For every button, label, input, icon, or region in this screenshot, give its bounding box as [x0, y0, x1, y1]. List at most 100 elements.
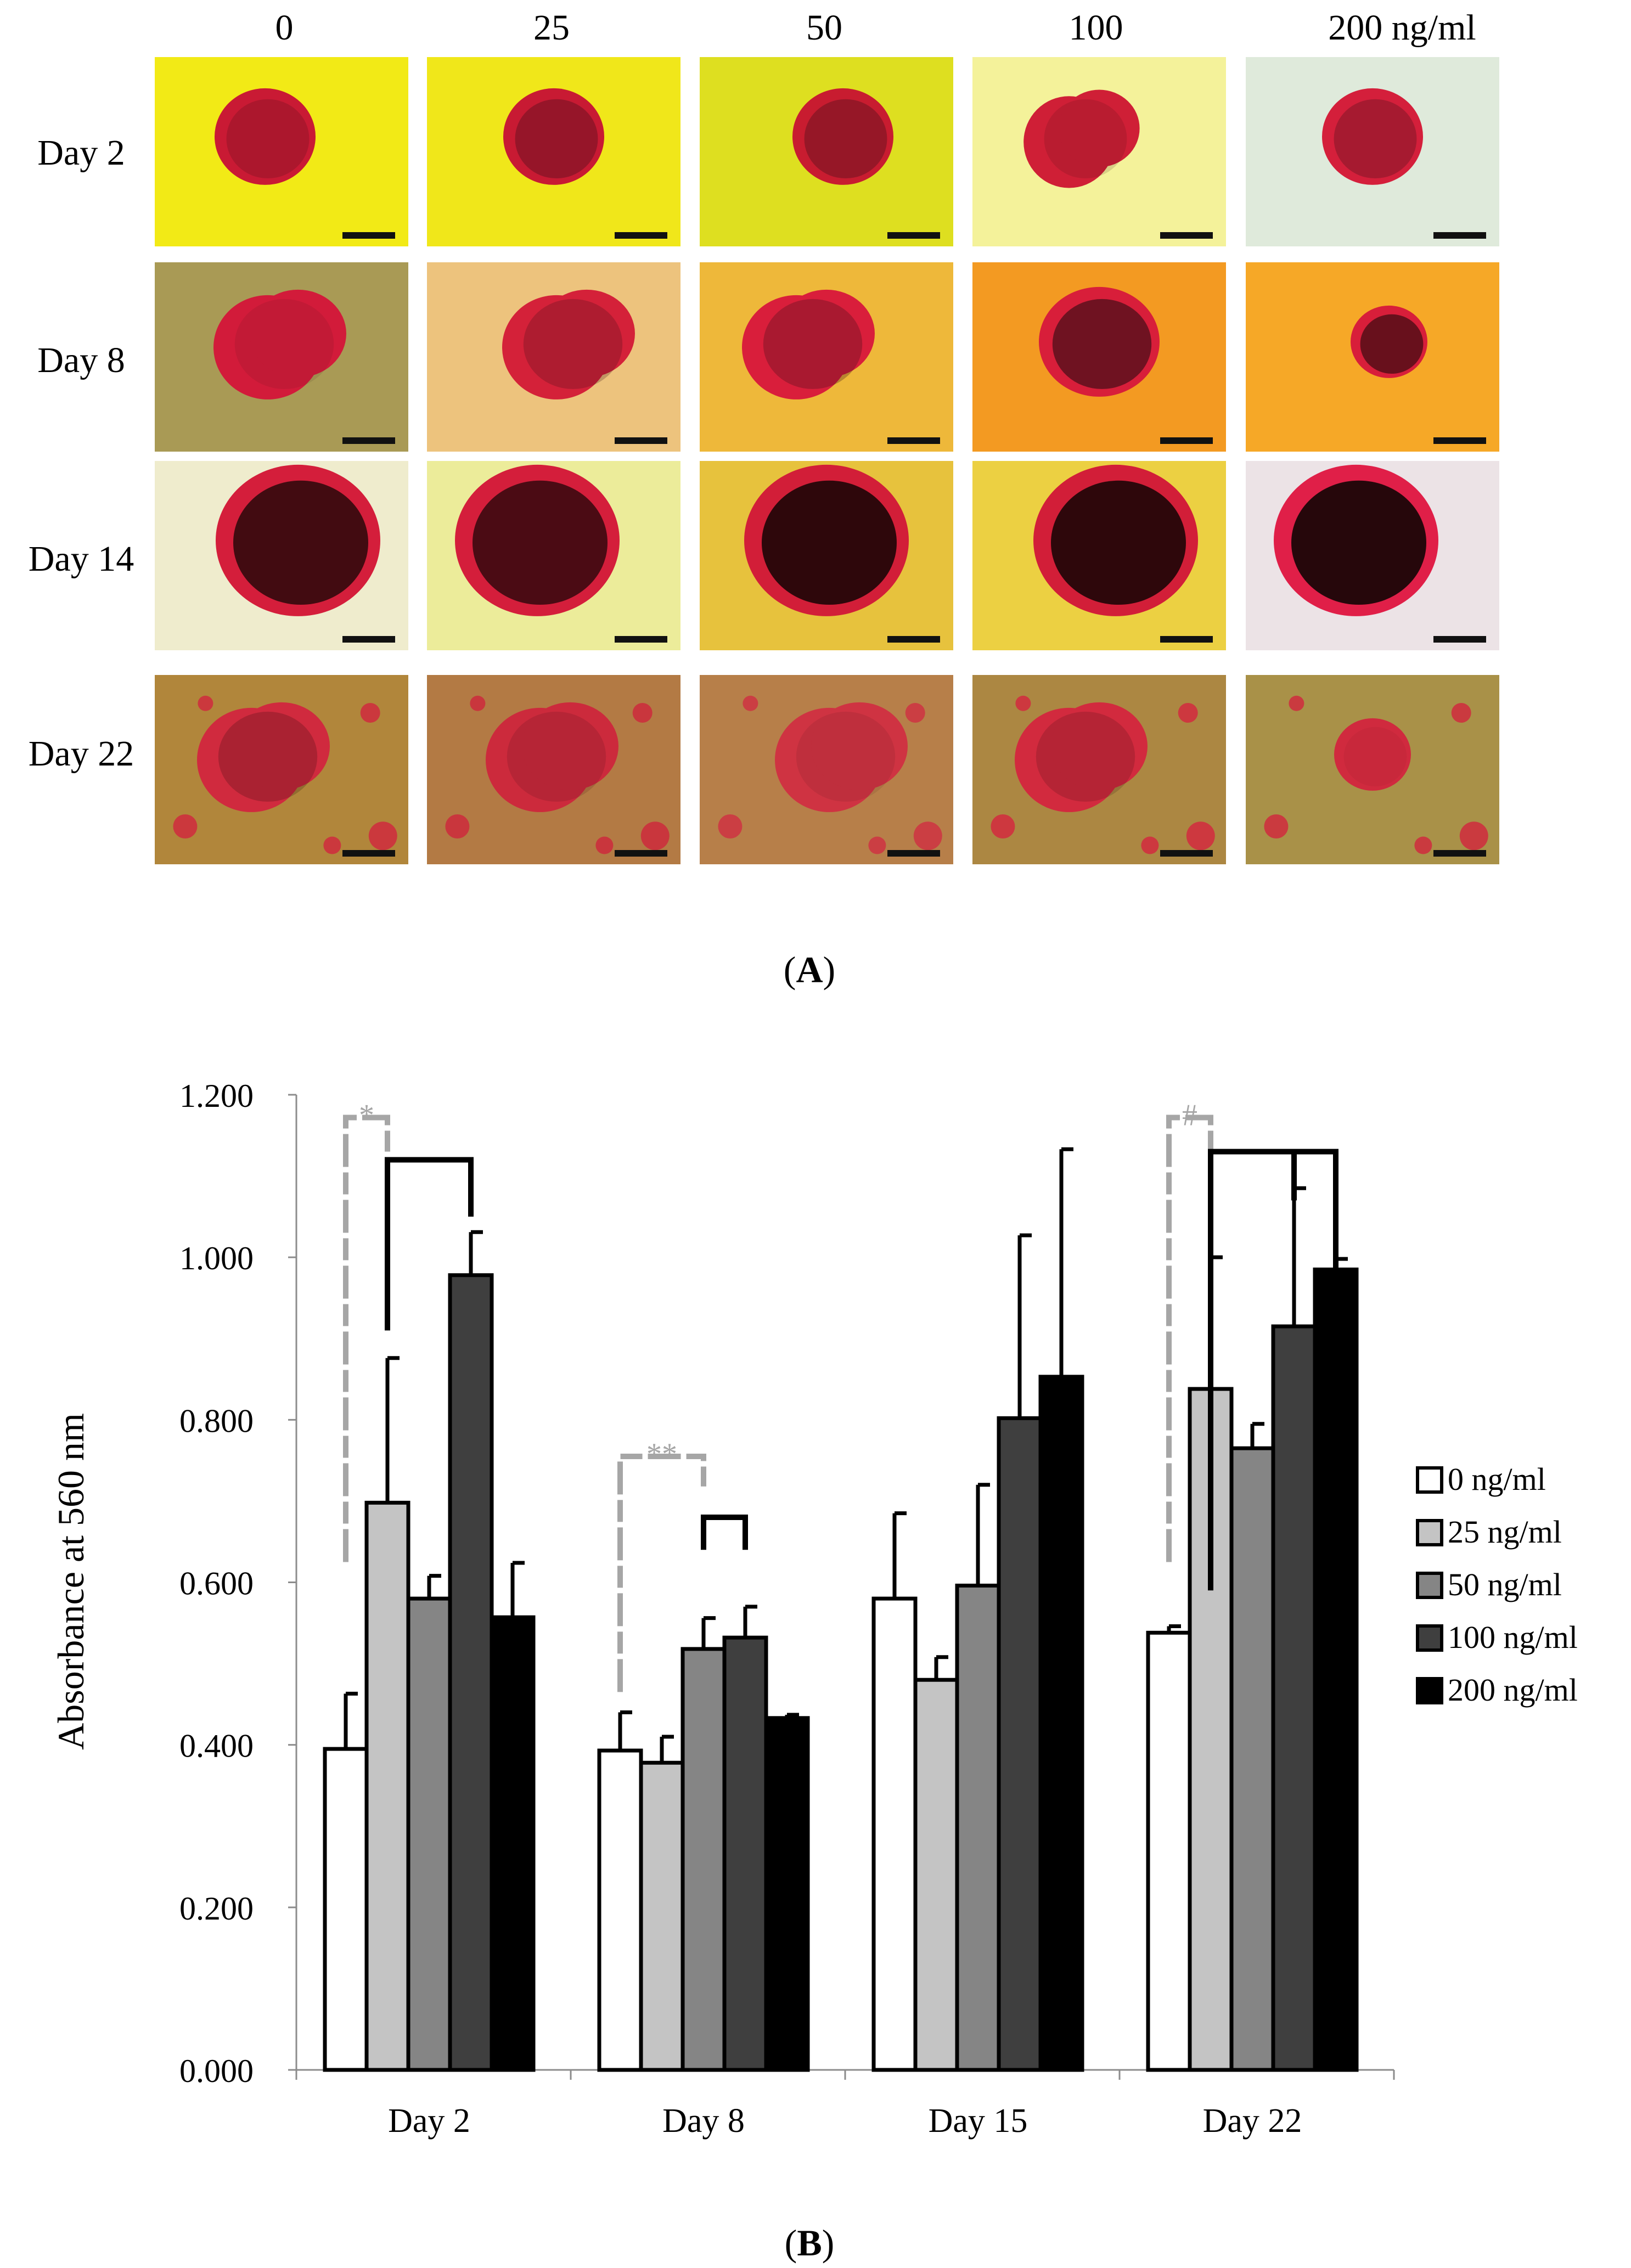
micrograph-tiles — [155, 57, 1499, 864]
y-axis-title: Absorbance at 560 nm — [50, 1413, 92, 1750]
bar — [597, 1748, 643, 2072]
spheroid-core — [1052, 299, 1152, 389]
bar — [913, 1678, 959, 2072]
bar — [406, 1596, 452, 2072]
bar — [364, 1500, 410, 2072]
legend-swatch — [1416, 1519, 1443, 1546]
stain-speck — [1451, 703, 1471, 723]
panel-b-label: (B) — [785, 2222, 835, 2264]
scale-bar — [1433, 850, 1486, 857]
micrograph-tile — [427, 675, 680, 864]
spheroid-core — [515, 99, 598, 179]
bars — [323, 1147, 1359, 2072]
scale-bar — [1433, 636, 1486, 643]
stain-speck — [595, 836, 614, 854]
scale-bar — [1433, 437, 1486, 444]
concentration-header: 50 — [806, 8, 842, 48]
bar — [680, 1647, 727, 2072]
legend: 0 ng/ml 25 ng/ml 50 ng/ml 100 ng/ml 200 ng/m… — [1416, 1461, 1578, 1708]
spheroid-core — [234, 299, 334, 389]
panel-a-micrograph-grid: 0 25 50 100 200 ng/ml Day 2 Day 8 Day 14… — [29, 8, 1499, 991]
stain-speck — [905, 703, 925, 723]
x-tick-label: Day 15 — [929, 2102, 1028, 2140]
spheroid-stain — [538, 289, 635, 378]
stain-speck — [173, 814, 198, 838]
bar — [1271, 1324, 1317, 2072]
micrograph-tile — [700, 675, 953, 864]
day-row-label: Day 22 — [29, 734, 134, 774]
micrograph-tile — [972, 262, 1226, 452]
bar — [639, 1760, 685, 2072]
significance-symbol: ** — [646, 1437, 677, 1471]
micrograph-tile — [972, 57, 1226, 246]
significance-bracket — [343, 1115, 390, 1562]
y-tick-label: 0.200 — [179, 1890, 254, 1927]
micrograph-tile — [155, 461, 408, 650]
micrograph-tile — [972, 675, 1226, 864]
bar — [871, 1596, 918, 2072]
legend-label: 50 ng/ml — [1448, 1567, 1562, 1602]
stain-speck — [198, 695, 213, 711]
scale-bar — [615, 636, 667, 643]
spheroid-core — [233, 480, 368, 605]
scale-bar — [342, 437, 395, 444]
bar — [323, 1747, 369, 2072]
scale-bar — [342, 850, 395, 857]
micrograph-tile — [972, 461, 1226, 650]
stain-speck — [743, 695, 758, 711]
y-tick-label: 0.800 — [179, 1403, 254, 1439]
scale-bar — [615, 437, 667, 444]
spheroid-stain — [811, 702, 908, 790]
stain-speck — [1141, 836, 1159, 854]
day-row-label: Day 14 — [29, 539, 134, 579]
day-row-labels: Day 2 Day 8 Day 14 Day 22 — [29, 133, 134, 774]
bar — [997, 1416, 1043, 2072]
y-axis-ticks: 0.000 0.200 0.400 0.600 0.800 1.000 1.200 — [179, 1078, 296, 2089]
significance-bracket — [701, 1515, 748, 1550]
spheroid-stain — [233, 702, 330, 790]
x-tick-label: Day 2 — [388, 2102, 470, 2140]
stain-speck — [868, 836, 886, 854]
spheroid-core — [763, 299, 863, 389]
spheroid-stain — [792, 88, 893, 185]
micrograph-tile — [700, 262, 953, 452]
spheroid-stain — [1051, 702, 1148, 790]
concentration-headers: 0 25 50 100 200 ng/ml — [275, 8, 1476, 48]
spheroid-core — [1360, 314, 1424, 374]
spheroid-core — [1343, 727, 1407, 787]
bar — [764, 1716, 810, 2072]
concentration-header: 0 — [275, 8, 294, 48]
stain-speck — [632, 703, 653, 723]
scale-bar — [1160, 437, 1213, 444]
concentration-header: 200 ng/ml — [1328, 8, 1476, 48]
significance-bracket — [617, 1453, 706, 1692]
micrograph-tile — [155, 262, 408, 452]
y-tick-label: 1.000 — [179, 1240, 254, 1276]
micrograph-tile — [155, 57, 408, 246]
stain-speck — [640, 821, 670, 851]
spheroid-core — [804, 99, 887, 179]
micrograph-tile — [1246, 675, 1499, 864]
scale-bar — [1433, 232, 1486, 239]
spheroid-core — [1044, 99, 1127, 179]
panel-a-label: (A) — [784, 949, 835, 991]
y-tick-label: 1.200 — [179, 1078, 254, 1114]
legend-swatch — [1416, 1677, 1443, 1704]
concentration-header: 25 — [533, 8, 570, 48]
spheroid-stain — [215, 88, 316, 185]
legend-swatch — [1416, 1624, 1443, 1652]
legend-swatch — [1416, 1572, 1443, 1599]
scale-bar — [342, 232, 395, 239]
spheroid-core — [226, 99, 310, 179]
scale-bar — [1160, 850, 1213, 857]
micrograph-tile — [700, 57, 953, 246]
stain-speck — [913, 821, 942, 851]
spheroid-core — [1051, 480, 1186, 605]
panel-b-letter: B — [797, 2222, 822, 2264]
legend-label: 200 ng/ml — [1448, 1672, 1578, 1708]
spheroid-stain — [778, 289, 875, 378]
stain-speck — [360, 703, 380, 723]
scale-bar — [887, 636, 940, 643]
stain-speck — [445, 814, 470, 838]
